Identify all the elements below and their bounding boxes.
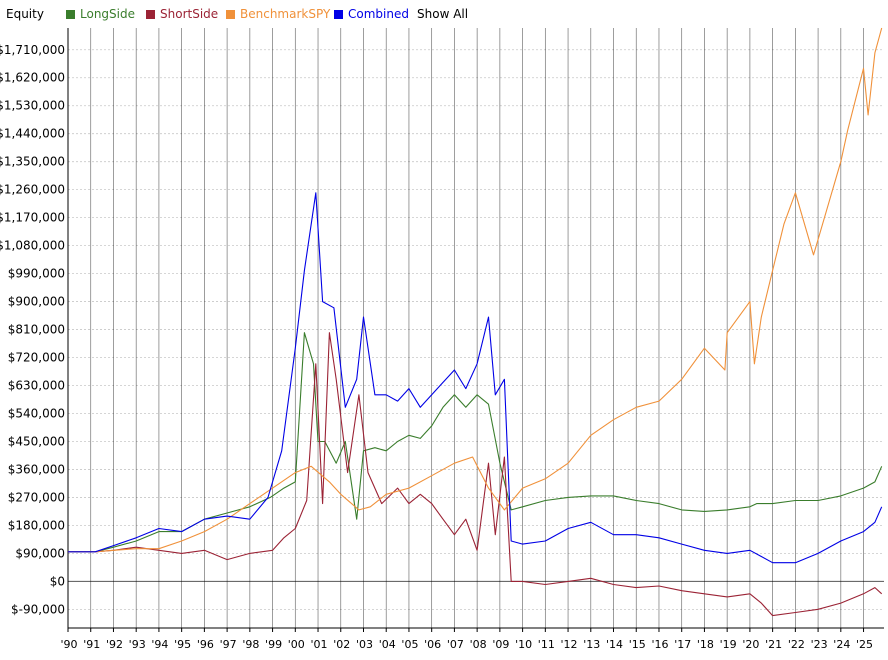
y-tick-label: $360,000 (8, 462, 65, 476)
y-tick-label: $810,000 (8, 323, 65, 337)
x-tick-label: '93 (129, 638, 146, 651)
y-tick-label: $720,000 (8, 351, 65, 365)
x-tick-label: '14 (606, 638, 623, 651)
x-tick-label: '96 (197, 638, 214, 651)
x-tick-label: '04 (379, 638, 396, 651)
x-tick-label: '11 (538, 638, 555, 651)
chart-title: Equity (6, 7, 44, 21)
legend-swatch-benchmarkspy (226, 10, 235, 19)
x-tick-label: '02 (333, 638, 350, 651)
y-tick-label: $1,350,000 (0, 155, 65, 169)
x-tick-label: '98 (242, 638, 259, 651)
x-tick-label: '09 (492, 638, 509, 651)
y-tick-label: $270,000 (8, 490, 65, 504)
x-tick-label: '92 (106, 638, 123, 651)
x-tick-label: '20 (742, 638, 759, 651)
y-tick-label: $540,000 (8, 406, 65, 420)
x-tick-label: '91 (83, 638, 100, 651)
x-tick-label: '94 (151, 638, 168, 651)
legend-item-benchmarkspy[interactable]: BenchmarkSPY (226, 7, 330, 21)
x-tick-label: '19 (720, 638, 737, 651)
x-tick-label: '13 (583, 638, 600, 651)
legend-swatch-shortside (146, 10, 155, 19)
x-tick-label: '00 (288, 638, 305, 651)
y-tick-label: $1,440,000 (0, 127, 65, 141)
x-tick-label: '05 (401, 638, 418, 651)
x-tick-label: '03 (356, 638, 373, 651)
x-tick-label: '17 (674, 638, 691, 651)
legend-item-longside[interactable]: LongSide (66, 7, 135, 21)
x-tick-label: '06 (424, 638, 441, 651)
x-tick-label: '21 (765, 638, 782, 651)
legend-label-combined: Combined (348, 7, 409, 21)
y-tick-label: $990,000 (8, 267, 65, 281)
x-tick-label: '18 (697, 638, 714, 651)
y-tick-label: $1,710,000 (0, 43, 65, 57)
x-tick-label: '23 (811, 638, 828, 651)
x-tick-label: '99 (265, 638, 282, 651)
x-tick-label: '16 (651, 638, 668, 651)
x-tick-label: '90 (60, 638, 77, 651)
x-tick-label: '97 (220, 638, 237, 651)
series-line-benchmarkspy (68, 27, 883, 553)
legend-item-shortside[interactable]: ShortSide (146, 7, 218, 21)
series-line-shortside (68, 332, 883, 617)
series-line-combined (68, 192, 883, 564)
legend-label-benchmarkspy: BenchmarkSPY (240, 7, 331, 21)
x-tick-label: '95 (174, 638, 191, 651)
show-all-button[interactable]: Show All (417, 7, 469, 21)
legend-label-longside: LongSide (80, 7, 135, 21)
x-tick-label: '10 (515, 638, 532, 651)
x-tick-label: '24 (833, 638, 850, 651)
chart-legend: Equity LongSide ShortSide BenchmarkSPY C… (0, 0, 888, 28)
legend-item-combined[interactable]: Combined (334, 7, 409, 21)
y-tick-label: $1,260,000 (0, 183, 65, 197)
legend-label-shortside: ShortSide (160, 7, 219, 21)
x-tick-label: '25 (856, 638, 873, 651)
y-tick-label: $180,000 (8, 518, 65, 532)
y-tick-label: $90,000 (15, 546, 65, 560)
x-tick-label: '15 (629, 638, 646, 651)
x-tick-label: '08 (470, 638, 487, 651)
y-tick-label: $0 (50, 574, 65, 588)
series-line-longside (68, 332, 883, 553)
y-tick-label: $450,000 (8, 434, 65, 448)
y-tick-label: $900,000 (8, 295, 65, 309)
legend-swatch-longside (66, 10, 75, 19)
x-tick-label: '22 (788, 638, 805, 651)
y-tick-label: $-90,000 (11, 602, 65, 616)
y-tick-label: $1,620,000 (0, 71, 65, 85)
y-tick-label: $1,530,000 (0, 99, 65, 113)
x-tick-label: '12 (561, 638, 578, 651)
legend-swatch-combined (334, 10, 343, 19)
y-tick-label: $630,000 (8, 379, 65, 393)
y-tick-label: $1,080,000 (0, 239, 65, 253)
x-tick-label: '07 (447, 638, 464, 651)
y-tick-label: $1,170,000 (0, 211, 65, 225)
x-tick-label: '01 (311, 638, 328, 651)
